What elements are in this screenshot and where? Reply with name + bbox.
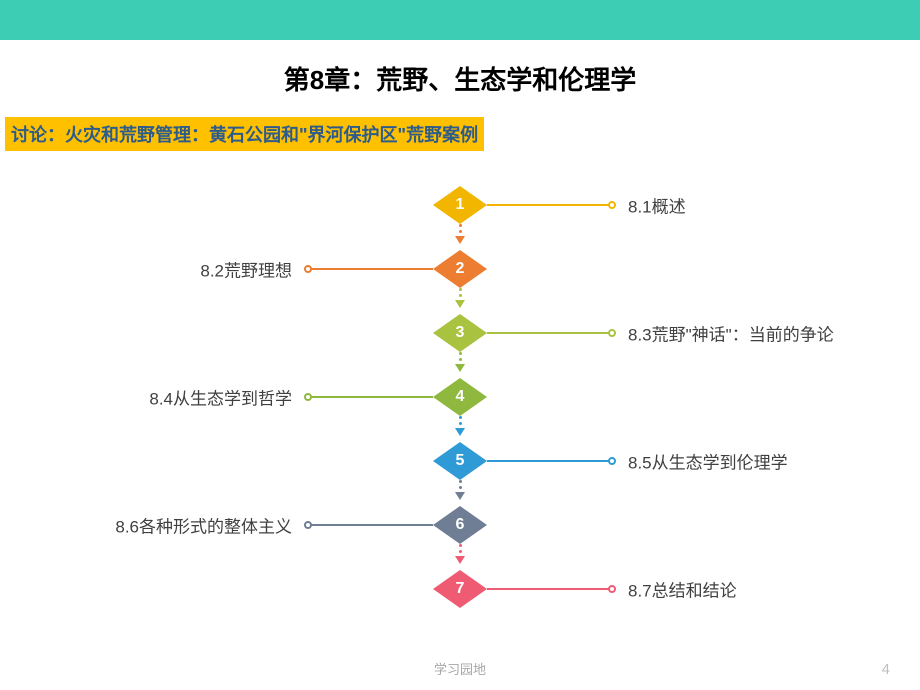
vertical-connector (457, 224, 463, 250)
diamond-icon: 4 (433, 378, 487, 416)
chevron-down-icon (455, 364, 465, 372)
flow-node-2: 28.2荒野理想 (433, 250, 487, 288)
flow-node-7: 78.7总结和结论 (433, 570, 487, 608)
vertical-connector (457, 416, 463, 442)
connector-endpoint (304, 393, 312, 401)
flow-node-5: 58.5从生态学到伦理学 (433, 442, 487, 480)
connector-line (487, 588, 612, 590)
connector-endpoint (304, 521, 312, 529)
diamond-icon: 6 (433, 506, 487, 544)
node-number: 5 (433, 442, 487, 480)
page-number: 4 (882, 661, 890, 678)
diamond-icon: 1 (433, 186, 487, 224)
connector-endpoint (608, 329, 616, 337)
diamond-icon: 2 (433, 250, 487, 288)
discussion-banner: 讨论：火灾和荒野管理：黄石公园和"界河保护区"荒野案例 (5, 117, 484, 151)
connector-endpoint (608, 585, 616, 593)
node-label: 8.6各种形式的整体主义 (115, 513, 292, 538)
connector-line (487, 332, 612, 334)
vertical-connector (457, 480, 463, 506)
node-label: 8.5从生态学到伦理学 (628, 449, 788, 474)
node-number: 2 (433, 250, 487, 288)
connector-line (487, 204, 612, 206)
top-accent-bar (0, 0, 920, 40)
connector-line (308, 524, 433, 526)
flow-node-6: 68.6各种形式的整体主义 (433, 506, 487, 544)
connector-endpoint (608, 457, 616, 465)
connector-line (308, 268, 433, 270)
diamond-icon: 3 (433, 314, 487, 352)
connector-line (487, 460, 612, 462)
vertical-connector (457, 352, 463, 378)
connector-line (308, 396, 433, 398)
node-number: 1 (433, 186, 487, 224)
connector-endpoint (608, 201, 616, 209)
node-label: 8.7总结和结论 (628, 577, 737, 602)
flowchart: 18.1概述 28.2荒野理想 38.3荒野"神话"：当前的争论 48.4从生态… (0, 166, 920, 666)
flow-node-4: 48.4从生态学到哲学 (433, 378, 487, 416)
node-label: 8.2荒野理想 (200, 257, 292, 282)
node-number: 4 (433, 378, 487, 416)
chevron-down-icon (455, 428, 465, 436)
node-number: 3 (433, 314, 487, 352)
connector-endpoint (304, 265, 312, 273)
node-label: 8.1概述 (628, 193, 686, 218)
vertical-connector (457, 288, 463, 314)
chevron-down-icon (455, 556, 465, 564)
flow-node-1: 18.1概述 (433, 186, 487, 224)
node-number: 7 (433, 570, 487, 608)
chevron-down-icon (455, 300, 465, 308)
node-number: 6 (433, 506, 487, 544)
chevron-down-icon (455, 236, 465, 244)
chapter-title: 第8章：荒野、生态学和伦理学 (0, 60, 920, 97)
vertical-connector (457, 544, 463, 570)
node-label: 8.3荒野"神话"：当前的争论 (628, 321, 834, 346)
node-label: 8.4从生态学到哲学 (149, 385, 292, 410)
flow-node-3: 38.3荒野"神话"：当前的争论 (433, 314, 487, 352)
footer-label: 学习园地 (434, 659, 486, 678)
diamond-icon: 7 (433, 570, 487, 608)
chevron-down-icon (455, 492, 465, 500)
diamond-icon: 5 (433, 442, 487, 480)
